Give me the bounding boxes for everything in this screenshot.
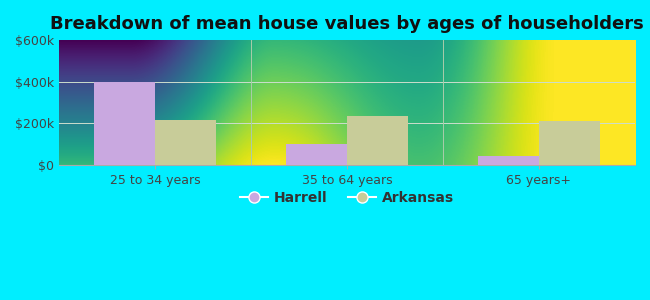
Legend: Harrell, Arkansas: Harrell, Arkansas [235, 185, 459, 210]
Bar [285, 144, 347, 165]
Title: Breakdown of mean house values by ages of householders: Breakdown of mean house values by ages o… [50, 15, 644, 33]
Bar [539, 121, 601, 165]
Bar [478, 156, 539, 165]
Bar [347, 116, 408, 165]
Bar [155, 120, 216, 165]
Bar [94, 82, 155, 165]
